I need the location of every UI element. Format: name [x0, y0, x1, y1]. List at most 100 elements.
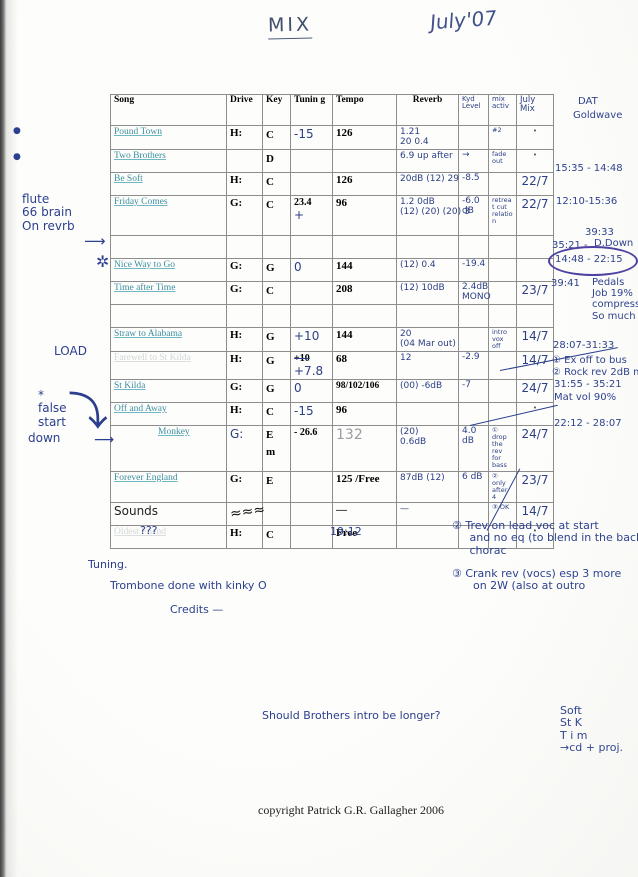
bottom-note-4: 19:12 [330, 525, 362, 538]
copyright-line: copyright Patrick G.R. Gallagher 2006 [258, 803, 444, 817]
cell-july-mix: • [516, 524, 554, 549]
tempo-value: 144 [336, 328, 353, 341]
reverb-handwritten-line: 0.6dB [400, 437, 427, 448]
song-title[interactable]: Friday Comes [114, 196, 168, 207]
cell-mix-activ [488, 350, 517, 380]
reverb-handwritten-line: — [400, 503, 409, 514]
cell-tempo: Free [332, 524, 397, 549]
cell-song: Time after Time [110, 280, 227, 305]
cell-drive: H: [226, 524, 263, 549]
bottom-note-2: Trombone done with kinky O [110, 579, 267, 592]
table-body: Pound Town H: C -15 126 1.21 20 0.4 #2 • Two Brot… [110, 125, 554, 549]
cell-reverb: 12 [396, 350, 459, 380]
cell-drive: ≈≈≈ [226, 501, 267, 526]
cell-tempo: 96 [332, 194, 397, 236]
tuning-handwritten: -15 [294, 127, 314, 141]
reverb-handwritten-line: 1.2 0dB [400, 196, 435, 207]
tempo-value: 68 [336, 352, 347, 365]
cell-mix-activ [488, 280, 517, 305]
kyd-level-handwritten: -2.9 [462, 351, 480, 362]
cell-key: G [262, 326, 291, 352]
cell-tempo: 208 [332, 280, 397, 305]
cell-july-mix [516, 234, 554, 259]
cell-tuning [290, 171, 333, 196]
cell-tempo: 126 [332, 125, 397, 150]
july-mix-handwritten: 23/7 [521, 282, 549, 297]
tempo-value: 208 [336, 282, 353, 295]
song-title[interactable]: Two Brothers [114, 150, 166, 161]
song-title[interactable]: St Kilda [114, 380, 146, 391]
song-title[interactable]: Time after Time [114, 282, 176, 293]
cell-key [262, 234, 291, 259]
song-title[interactable]: Straw to Alabama [114, 328, 183, 339]
tempo-value: 125 /Free [336, 472, 380, 485]
drive-value: G: [230, 259, 243, 272]
bottom-note-1: Tuning. [88, 558, 128, 571]
header-mix-activ: mix activ [488, 94, 517, 126]
cell-key: C [262, 524, 291, 549]
cell-mix-activ: ① drop the rev for bass [488, 424, 517, 472]
cell-drive [226, 234, 263, 259]
right-margin-note-12: ② Rock rev 2dB mono [552, 367, 638, 378]
cell-reverb: — [396, 501, 459, 526]
kyd-level-handwritten: → [462, 149, 470, 160]
cell-drive [226, 148, 263, 173]
left-margin-note-1: LOAD [54, 344, 87, 358]
song-title[interactable]: Pound Town [114, 127, 162, 137]
song-title[interactable]: Monkey [158, 426, 190, 437]
song-title[interactable]: Nice Way to Go [114, 259, 176, 270]
july-mix-handwritten: 24/7 [521, 380, 549, 395]
tuning-value: 23.4 [294, 196, 312, 208]
drive-scribble: ≈≈≈ [229, 501, 267, 523]
cell-kyd-level [458, 234, 489, 259]
key-value: D [266, 152, 274, 165]
drive-value: H: [230, 403, 243, 416]
tuning-handwritten: 0 [294, 259, 302, 274]
cell-july-mix: 24/7 [516, 424, 554, 472]
right-margin-note-4: 39:33 [585, 227, 614, 238]
right-margin-note-2: 15:35 - 14:48 [555, 163, 623, 174]
cell-key: G [262, 350, 291, 380]
table-row: Straw to Alabama H: G +10 144 20 (04 Mar out) i… [110, 326, 554, 352]
tuning-handwritten: + [294, 207, 305, 222]
song-title[interactable]: Be Soft [114, 173, 143, 184]
key-value: C [266, 198, 274, 211]
right-margin-note-6: D.Down [594, 238, 634, 249]
bottom-note-7: Should Brothers intro be longer? [262, 709, 441, 722]
cell-july-mix [516, 303, 554, 328]
july-mix-handwritten: 14/7 [521, 352, 549, 367]
mix-activ-handwritten: fade out [492, 149, 509, 165]
cell-tuning: -15 [290, 401, 333, 426]
cell-july-mix: 23/7 [516, 280, 554, 305]
cell-july-mix: 24/7 [516, 378, 554, 403]
cell-key: G [262, 257, 291, 282]
song-title[interactable]: Farewell to St Kilda [114, 352, 191, 363]
song-title[interactable]: Oldest Friend [114, 526, 166, 537]
cell-july-mix: 14/7 [516, 326, 554, 352]
tuning-handwritten: 0 [294, 380, 302, 395]
cell-key: C [262, 401, 291, 426]
cell-song: Off and Away [110, 401, 227, 426]
cell-tuning: 0 [290, 378, 333, 403]
cell-key: E [262, 470, 291, 503]
reverb-handwritten-line: (12) 0.4 [400, 259, 436, 270]
song-title[interactable]: Off and Away [114, 403, 167, 414]
kyd-level-handwritten: 6 dB [462, 471, 483, 482]
july-mix-handwritten: 14/7 [521, 503, 549, 518]
cell-song: Pound Town [110, 125, 227, 150]
song-title[interactable]: Forever England [114, 472, 178, 483]
bottom-note-5: ② Trev on lead voc at start and no eq (t… [452, 519, 638, 557]
cell-kyd-level: 4.0 dB [458, 424, 489, 472]
cell-song: Forever England [110, 470, 227, 503]
header-drive: Drive [226, 94, 263, 126]
table-row: Be Soft H: C 126 20dB (12) 29 -8.5 22/7 [110, 171, 554, 196]
cell-kyd-level: -6.0 dB [458, 194, 489, 236]
table-row: Farewell to St Kilda H: G +10 +7.8 68 12 -2.9 14… [110, 350, 554, 380]
cell-song: Monkey [110, 424, 227, 472]
drive-value: G: [230, 380, 243, 393]
table-header-row: Song Drive Key Tunin g Tempo Reverb Kyd … [110, 94, 554, 126]
cell-reverb [396, 234, 459, 259]
cell-tempo [332, 234, 397, 259]
tempo-value: 144 [336, 259, 353, 272]
kyd-level-handwritten: -6.0 dB [462, 195, 480, 216]
